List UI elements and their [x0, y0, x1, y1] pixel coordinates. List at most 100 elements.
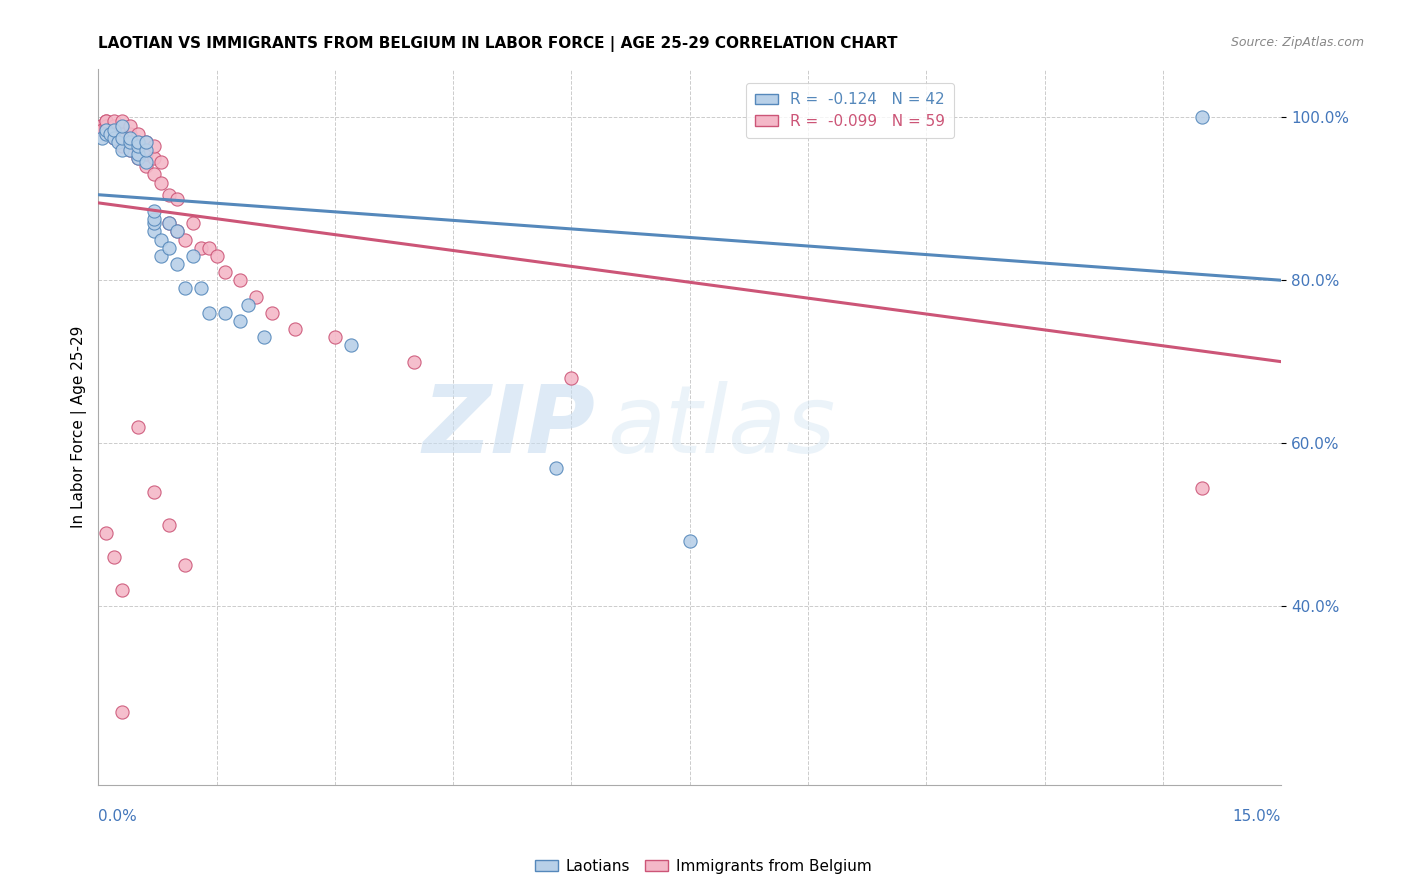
Legend: Laotians, Immigrants from Belgium: Laotians, Immigrants from Belgium — [529, 853, 877, 880]
Point — [135, 159, 157, 173]
Point — [111, 582, 134, 597]
Point — [118, 143, 141, 157]
Point — [166, 257, 188, 271]
Point — [135, 143, 157, 157]
Point — [142, 167, 165, 181]
Point — [142, 216, 165, 230]
Point — [127, 143, 149, 157]
Point — [142, 212, 165, 227]
Point — [402, 354, 425, 368]
Point — [127, 419, 149, 434]
Point — [96, 114, 118, 128]
Point — [135, 155, 157, 169]
Text: 15.0%: 15.0% — [1233, 810, 1281, 824]
Text: Source: ZipAtlas.com: Source: ZipAtlas.com — [1230, 36, 1364, 49]
Point — [190, 281, 212, 295]
Point — [238, 298, 260, 312]
Point — [253, 330, 276, 344]
Point — [174, 281, 197, 295]
Point — [91, 130, 114, 145]
Point — [96, 114, 118, 128]
Point — [174, 558, 197, 573]
Point — [103, 130, 125, 145]
Point — [1191, 481, 1213, 495]
Point — [214, 265, 236, 279]
Point — [96, 119, 118, 133]
Point — [1191, 111, 1213, 125]
Point — [181, 249, 204, 263]
Point — [103, 122, 125, 136]
Point — [127, 139, 149, 153]
Point — [679, 533, 702, 548]
Point — [111, 119, 134, 133]
Point — [135, 135, 157, 149]
Point — [111, 705, 134, 719]
Point — [118, 130, 141, 145]
Point — [91, 122, 114, 136]
Point — [544, 460, 567, 475]
Point — [111, 130, 134, 145]
Point — [111, 119, 134, 133]
Point — [118, 143, 141, 157]
Point — [166, 224, 188, 238]
Point — [96, 122, 118, 136]
Point — [103, 122, 125, 136]
Point — [111, 114, 134, 128]
Point — [166, 192, 188, 206]
Point — [157, 517, 180, 532]
Point — [127, 135, 149, 149]
Point — [90, 119, 112, 133]
Point — [103, 119, 125, 133]
Point — [107, 130, 129, 145]
Point — [150, 155, 173, 169]
Point — [150, 249, 173, 263]
Point — [323, 330, 346, 344]
Point — [142, 151, 165, 165]
Point — [142, 139, 165, 153]
Text: atlas: atlas — [607, 381, 835, 472]
Point — [127, 135, 149, 149]
Point — [174, 233, 197, 247]
Point — [181, 216, 204, 230]
Point — [127, 127, 149, 141]
Text: ZIP: ZIP — [422, 381, 595, 473]
Point — [260, 306, 283, 320]
Y-axis label: In Labor Force | Age 25-29: In Labor Force | Age 25-29 — [72, 326, 87, 528]
Text: LAOTIAN VS IMMIGRANTS FROM BELGIUM IN LABOR FORCE | AGE 25-29 CORRELATION CHART: LAOTIAN VS IMMIGRANTS FROM BELGIUM IN LA… — [98, 36, 898, 52]
Text: 0.0%: 0.0% — [98, 810, 138, 824]
Point — [98, 127, 121, 141]
Point — [127, 147, 149, 161]
Point — [111, 127, 134, 141]
Legend: R =  -0.124   N = 42, R =  -0.099   N = 59: R = -0.124 N = 42, R = -0.099 N = 59 — [745, 83, 955, 137]
Point — [150, 233, 173, 247]
Point — [111, 143, 134, 157]
Point — [127, 151, 149, 165]
Point — [118, 135, 141, 149]
Point — [118, 119, 141, 133]
Point — [245, 289, 267, 303]
Point — [127, 151, 149, 165]
Point — [98, 127, 121, 141]
Point — [339, 338, 361, 352]
Point — [214, 306, 236, 320]
Point — [229, 273, 252, 287]
Point — [229, 314, 252, 328]
Point — [107, 135, 129, 149]
Point — [142, 484, 165, 499]
Point — [197, 241, 219, 255]
Point — [135, 135, 157, 149]
Point — [111, 130, 134, 145]
Point — [197, 306, 219, 320]
Point — [96, 127, 118, 141]
Point — [142, 224, 165, 238]
Point — [103, 130, 125, 145]
Point — [157, 216, 180, 230]
Point — [205, 249, 228, 263]
Point — [157, 216, 180, 230]
Point — [118, 127, 141, 141]
Point — [157, 187, 180, 202]
Point — [103, 550, 125, 565]
Point — [560, 371, 582, 385]
Point — [190, 241, 212, 255]
Point — [96, 525, 118, 540]
